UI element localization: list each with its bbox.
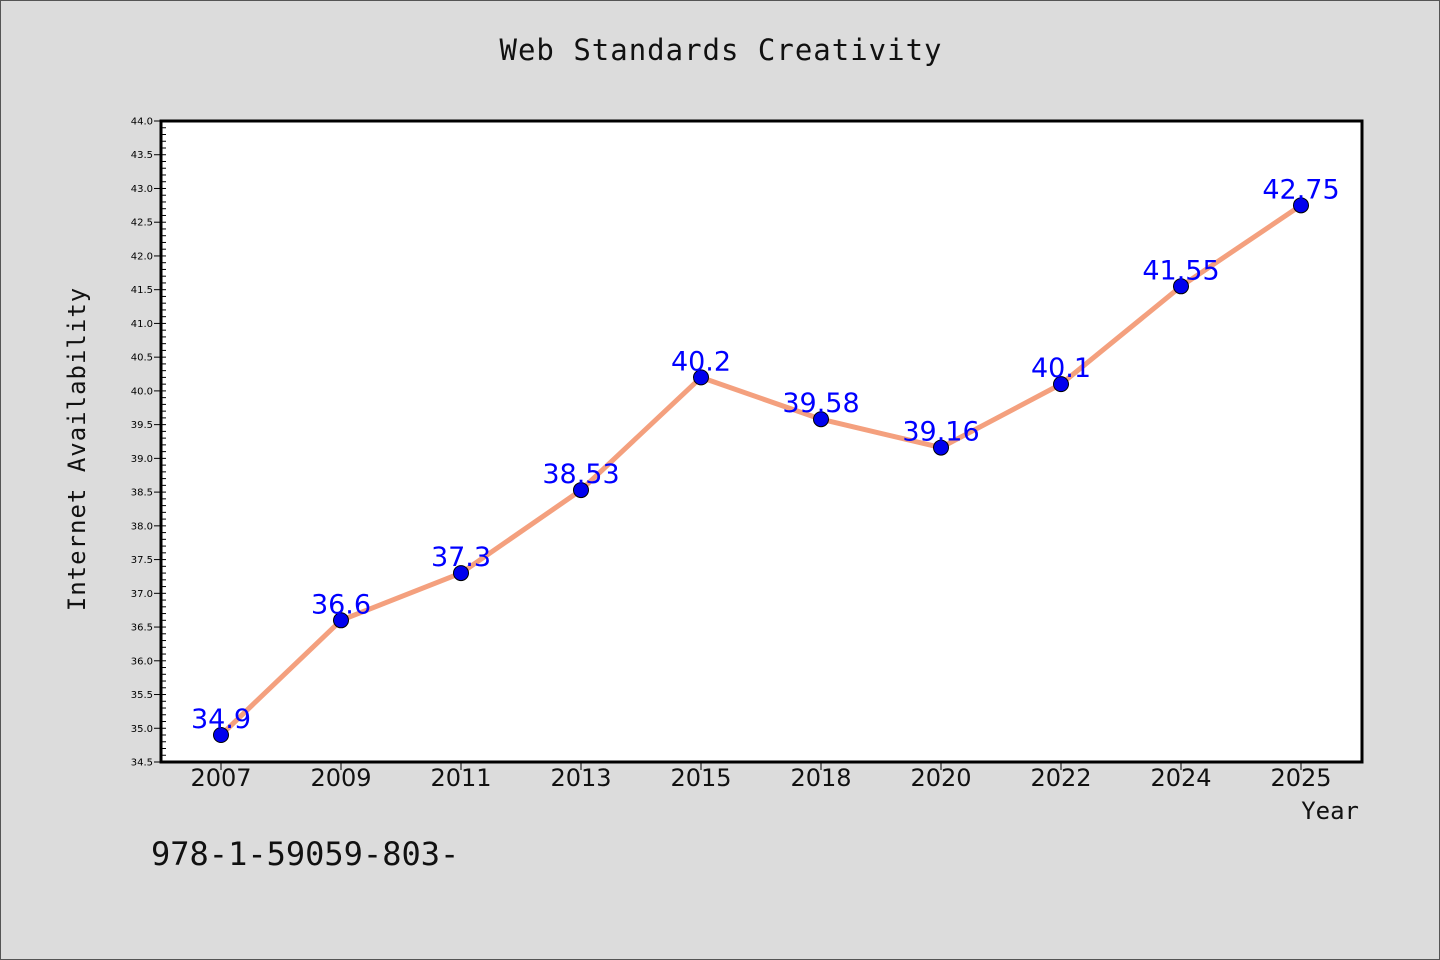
data-point bbox=[333, 612, 349, 629]
footnote-isbn: 978-1-59059-803- bbox=[151, 835, 460, 873]
y-tick-label: 40.0 bbox=[131, 386, 153, 397]
data-point bbox=[693, 369, 709, 386]
data-point bbox=[573, 482, 589, 499]
x-tick-label: 2011 bbox=[430, 764, 491, 792]
data-label: 36.6 bbox=[311, 589, 371, 620]
y-tick-label: 39.5 bbox=[131, 420, 153, 431]
y-tick-label: 42.5 bbox=[131, 218, 153, 229]
data-label: 41.55 bbox=[1142, 255, 1219, 286]
x-tick-label: 2018 bbox=[790, 764, 851, 792]
y-tick-label: 40.5 bbox=[131, 353, 153, 364]
y-tick-label: 37.5 bbox=[131, 555, 153, 566]
y-tick-label: 42.0 bbox=[131, 251, 153, 262]
y-tick-label: 38.5 bbox=[131, 488, 153, 499]
data-label: 40.1 bbox=[1031, 353, 1091, 384]
data-label: 37.3 bbox=[431, 542, 491, 573]
y-tick-label: 43.5 bbox=[131, 150, 153, 161]
data-label: 39.58 bbox=[782, 388, 859, 419]
y-tick-label: 43.0 bbox=[131, 184, 153, 195]
data-label: 42.75 bbox=[1262, 174, 1339, 205]
data-label: 34.9 bbox=[191, 704, 251, 735]
y-axis-label: Internet Availability bbox=[63, 286, 91, 612]
x-tick-label: 2007 bbox=[190, 764, 251, 792]
data-label: 39.16 bbox=[902, 417, 979, 448]
y-tick-label: 34.5 bbox=[131, 758, 153, 769]
data-point bbox=[1053, 376, 1069, 393]
x-tick-label: 2015 bbox=[670, 764, 731, 792]
data-label: 38.53 bbox=[542, 459, 619, 490]
data-label: 40.2 bbox=[671, 346, 731, 377]
y-tick-label: 39.0 bbox=[131, 454, 153, 465]
series-line bbox=[219, 203, 1303, 737]
y-tick-label: 41.5 bbox=[131, 285, 153, 296]
y-tick-label: 36.0 bbox=[131, 656, 153, 667]
x-tick-label: 2009 bbox=[310, 764, 371, 792]
data-point bbox=[1173, 278, 1189, 295]
y-tick-label: 41.0 bbox=[131, 319, 153, 330]
chart-title: Web Standards Creativity bbox=[499, 33, 943, 67]
data-point bbox=[213, 727, 229, 744]
x-tick-label: 2020 bbox=[910, 764, 971, 792]
data-point bbox=[813, 411, 829, 428]
x-tick-label: 2022 bbox=[1030, 764, 1091, 792]
data-point bbox=[453, 565, 469, 582]
data-point bbox=[933, 439, 949, 456]
y-tick-label: 35.5 bbox=[131, 690, 153, 701]
y-tick-label: 35.0 bbox=[131, 724, 153, 735]
plot-area bbox=[159, 119, 1364, 764]
x-tick-label: 2024 bbox=[1150, 764, 1211, 792]
data-point bbox=[1293, 197, 1309, 214]
y-tick-label: 38.0 bbox=[131, 521, 153, 532]
x-tick-label: 2013 bbox=[550, 764, 611, 792]
y-tick-label: 44.0 bbox=[131, 117, 153, 128]
x-axis-label: Year bbox=[1301, 797, 1359, 825]
x-tick-label: 2025 bbox=[1270, 764, 1331, 792]
y-tick-label: 36.5 bbox=[131, 623, 153, 634]
y-tick-label: 37.0 bbox=[131, 589, 153, 600]
